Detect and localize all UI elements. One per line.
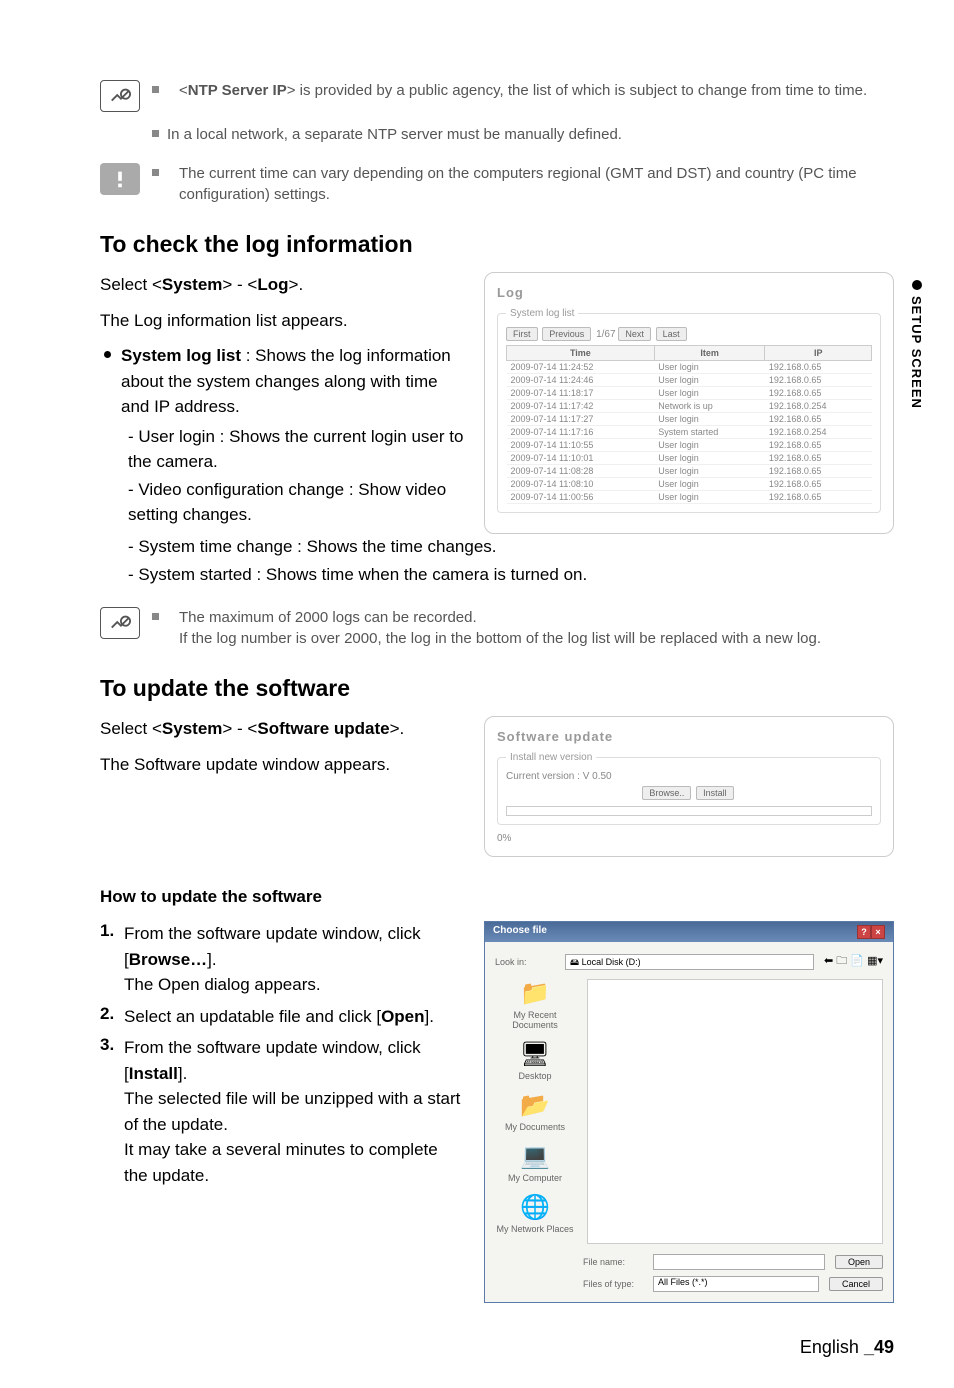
table-row: 2009-07-14 11:17:16System started192.168… — [507, 426, 872, 439]
alert-icon — [100, 163, 140, 195]
table-header: Time — [507, 346, 655, 361]
how-to-title: How to update the software — [100, 887, 894, 907]
install-button[interactable]: Install — [696, 786, 734, 800]
places-icon: 📂 — [495, 1091, 575, 1120]
next-button[interactable]: Next — [618, 327, 651, 341]
table-row: 2009-07-14 11:08:28User login192.168.0.6… — [507, 465, 872, 478]
side-tab: SETUP SCREEN — [909, 280, 924, 409]
cancel-button[interactable]: Cancel — [829, 1277, 883, 1291]
body-text: Select <System> - <Log>. — [100, 272, 464, 298]
body-text: The Log information list appears. — [100, 308, 464, 334]
table-row: 2009-07-14 11:18:17User login192.168.0.6… — [507, 387, 872, 400]
step-number: 3. — [100, 1035, 124, 1188]
panel-legend: System log list — [506, 308, 578, 319]
table-row: 2009-07-14 11:17:27User login192.168.0.6… — [507, 413, 872, 426]
note-icon — [100, 607, 140, 639]
step-number: 2. — [100, 1004, 124, 1030]
bullet-square — [152, 169, 159, 176]
sub-item-text: - User login : Shows the current login u… — [128, 424, 464, 475]
software-update-panel: Software update Install new version Curr… — [484, 716, 894, 857]
note-text: <NTP Server IP> is provided by a public … — [179, 80, 867, 112]
nav-icons[interactable]: ⬅ 🗀 📄 ▦▾ — [824, 952, 883, 971]
lookin-combobox[interactable]: 🖴 Local Disk (D:) — [565, 954, 814, 970]
close-icon[interactable]: × — [871, 925, 885, 939]
section-title-log: To check the log information — [100, 231, 894, 258]
help-icon[interactable]: ? — [857, 925, 871, 939]
places-item[interactable]: 📁My Recent Documents — [495, 979, 575, 1030]
places-label: My Computer — [495, 1173, 575, 1183]
step-number: 1. — [100, 921, 124, 998]
places-item[interactable]: 🖥 Desktop — [495, 1040, 575, 1081]
log-screenshot-panel: Log System log list First Previous 1/67 … — [484, 272, 894, 534]
places-item[interactable]: 💻 My Computer — [495, 1142, 575, 1183]
step-text: From the software update window, click [… — [124, 921, 464, 998]
table-row: 2009-07-14 11:10:55User login192.168.0.6… — [507, 439, 872, 452]
table-header: IP — [765, 346, 872, 361]
bullet-square — [152, 130, 159, 137]
note-icon — [100, 80, 140, 112]
filetype-combobox[interactable]: All Files (*.*) — [653, 1276, 819, 1292]
places-label: My Network Places — [495, 1224, 575, 1234]
table-row: 2009-07-14 11:24:46User login192.168.0.6… — [507, 374, 872, 387]
places-label: My Documents — [495, 1122, 575, 1132]
places-label: My Recent Documents — [495, 1010, 575, 1030]
page-footer: English _49 — [800, 1337, 894, 1358]
side-dot-icon — [912, 280, 922, 290]
filename-label: File name: — [583, 1257, 643, 1267]
places-icon: 📁 — [495, 979, 575, 1008]
note-text: The maximum of 2000 logs can be recorded… — [179, 607, 821, 649]
body-text: The Software update window appears. — [100, 752, 464, 778]
first-button[interactable]: First — [506, 327, 538, 341]
log-table: TimeItemIP 2009-07-14 11:24:52User login… — [506, 345, 872, 504]
browse-button[interactable]: Browse.. — [642, 786, 691, 800]
filetype-label: Files of type: — [583, 1279, 643, 1289]
table-row: 2009-07-14 11:24:52User login192.168.0.6… — [507, 361, 872, 374]
choose-file-dialog: Choose file ?× Look in: 🖴 Local Disk (D:… — [484, 921, 894, 1303]
previous-button[interactable]: Previous — [542, 327, 591, 341]
bullet-dot-icon — [104, 351, 111, 358]
sub-item-text: - Video configuration change : Show vide… — [128, 477, 464, 528]
note-text: In a local network, a separate NTP serve… — [167, 124, 622, 145]
bullet-square — [152, 613, 159, 620]
places-label: Desktop — [495, 1071, 575, 1081]
progress-bar — [506, 806, 872, 816]
places-item[interactable]: 🌐 My Network Places — [495, 1193, 575, 1234]
places-item[interactable]: 📂 My Documents — [495, 1091, 575, 1132]
progress-text: 0% — [497, 833, 881, 844]
dialog-titlebar-buttons: ?× — [857, 925, 885, 939]
places-icon: 🖥 — [495, 1040, 575, 1069]
panel-title: Software update — [497, 729, 881, 744]
alert-text: The current time can vary depending on t… — [179, 163, 894, 205]
table-row: 2009-07-14 11:08:10User login192.168.0.6… — [507, 478, 872, 491]
current-version-text: Current version : V 0.50 — [506, 771, 872, 782]
sub-item-text: - System started : Shows time when the c… — [128, 562, 894, 588]
filename-input[interactable] — [653, 1254, 825, 1270]
table-row: 2009-07-14 11:00:56User login192.168.0.6… — [507, 491, 872, 504]
bullet-square — [152, 86, 159, 93]
places-icon: 🌐 — [495, 1193, 575, 1222]
table-header: Item — [654, 346, 765, 361]
step-text: From the software update window, click [… — [124, 1035, 464, 1188]
lookin-label: Look in: — [495, 957, 555, 967]
file-list-area[interactable] — [587, 979, 883, 1244]
panel-title: Log — [497, 285, 881, 300]
places-icon: 💻 — [495, 1142, 575, 1171]
section-title-update: To update the software — [100, 675, 894, 702]
sub-item-text: - System time change : Shows the time ch… — [128, 534, 894, 560]
panel-legend: Install new version — [506, 752, 596, 763]
step-text: Select an updatable file and click [Open… — [124, 1004, 434, 1030]
table-row: 2009-07-14 11:17:42Network is up192.168.… — [507, 400, 872, 413]
dialog-title-text: Choose file — [493, 925, 547, 939]
last-button[interactable]: Last — [656, 327, 687, 341]
table-row: 2009-07-14 11:10:01User login192.168.0.6… — [507, 452, 872, 465]
pager-text: 1/67 — [596, 329, 615, 340]
pager-row: First Previous 1/67 Next Last — [506, 327, 872, 341]
body-text: Select <System> - <Software update>. — [100, 716, 464, 742]
open-button[interactable]: Open — [835, 1255, 883, 1269]
list-item-text: System log list : Shows the log informat… — [121, 343, 464, 420]
